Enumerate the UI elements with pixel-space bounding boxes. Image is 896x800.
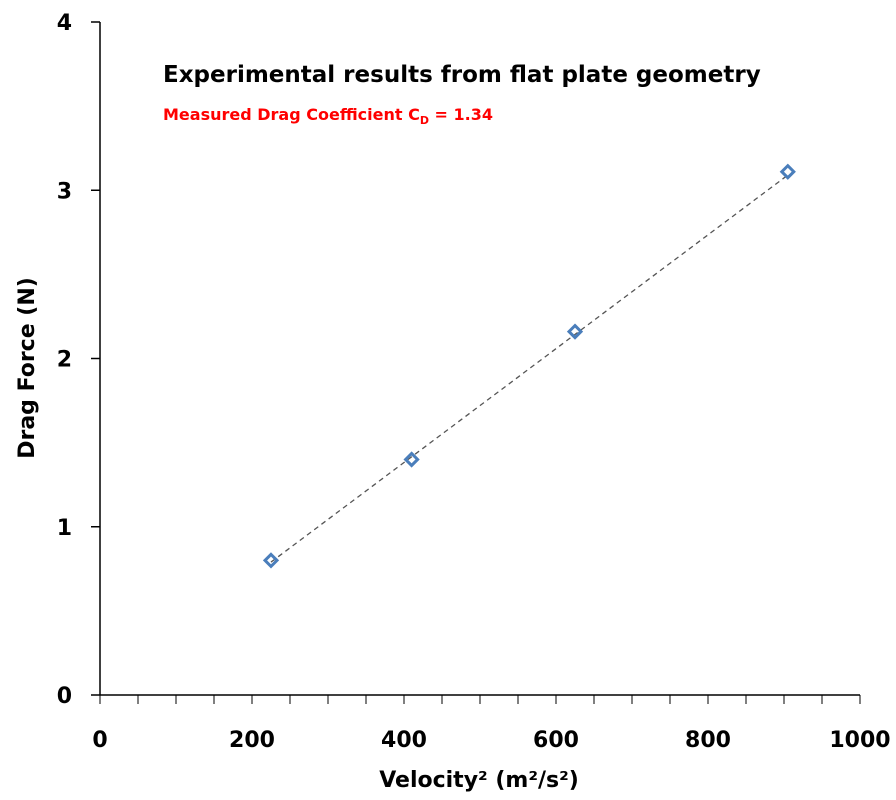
- y-tick-label: 2: [57, 348, 72, 373]
- data-point: [403, 451, 420, 468]
- x-tick-label: 400: [381, 728, 427, 753]
- data-point: [566, 323, 584, 340]
- x-tick-label: 0: [92, 728, 107, 753]
- x-tick-label: 600: [533, 728, 579, 753]
- annotation-subscript: D: [420, 114, 429, 127]
- x-axis-title: Velocity² (m²/s²): [379, 768, 579, 793]
- annotation-suffix: = 1.34: [429, 105, 493, 124]
- x-axis-ticks: 0 200 400 600 800 1000: [92, 695, 891, 753]
- x-tick-label: 1000: [829, 728, 890, 753]
- y-tick-label: 0: [57, 684, 72, 709]
- y-axis-title: Drag Force (N): [15, 277, 40, 459]
- y-tick-label: 1: [57, 516, 72, 541]
- x-tick-label: 800: [685, 728, 731, 753]
- y-axis-ticks: 0 1 2 3 4: [57, 11, 100, 709]
- annotation-prefix: Measured Drag Coefficient C: [163, 105, 420, 124]
- x-tick-label: 200: [229, 728, 275, 753]
- chart-title: Experimental results from flat plate geo…: [163, 62, 761, 88]
- y-tick-label: 3: [57, 179, 72, 204]
- data-point: [262, 552, 280, 569]
- data-point: [779, 163, 796, 180]
- drag-coefficient-annotation: Measured Drag Coefficient CD = 1.34: [163, 105, 493, 127]
- trendline: [270, 174, 789, 563]
- y-tick-label: 4: [57, 11, 72, 36]
- data-points: [262, 163, 796, 569]
- trendline-group: [270, 174, 789, 563]
